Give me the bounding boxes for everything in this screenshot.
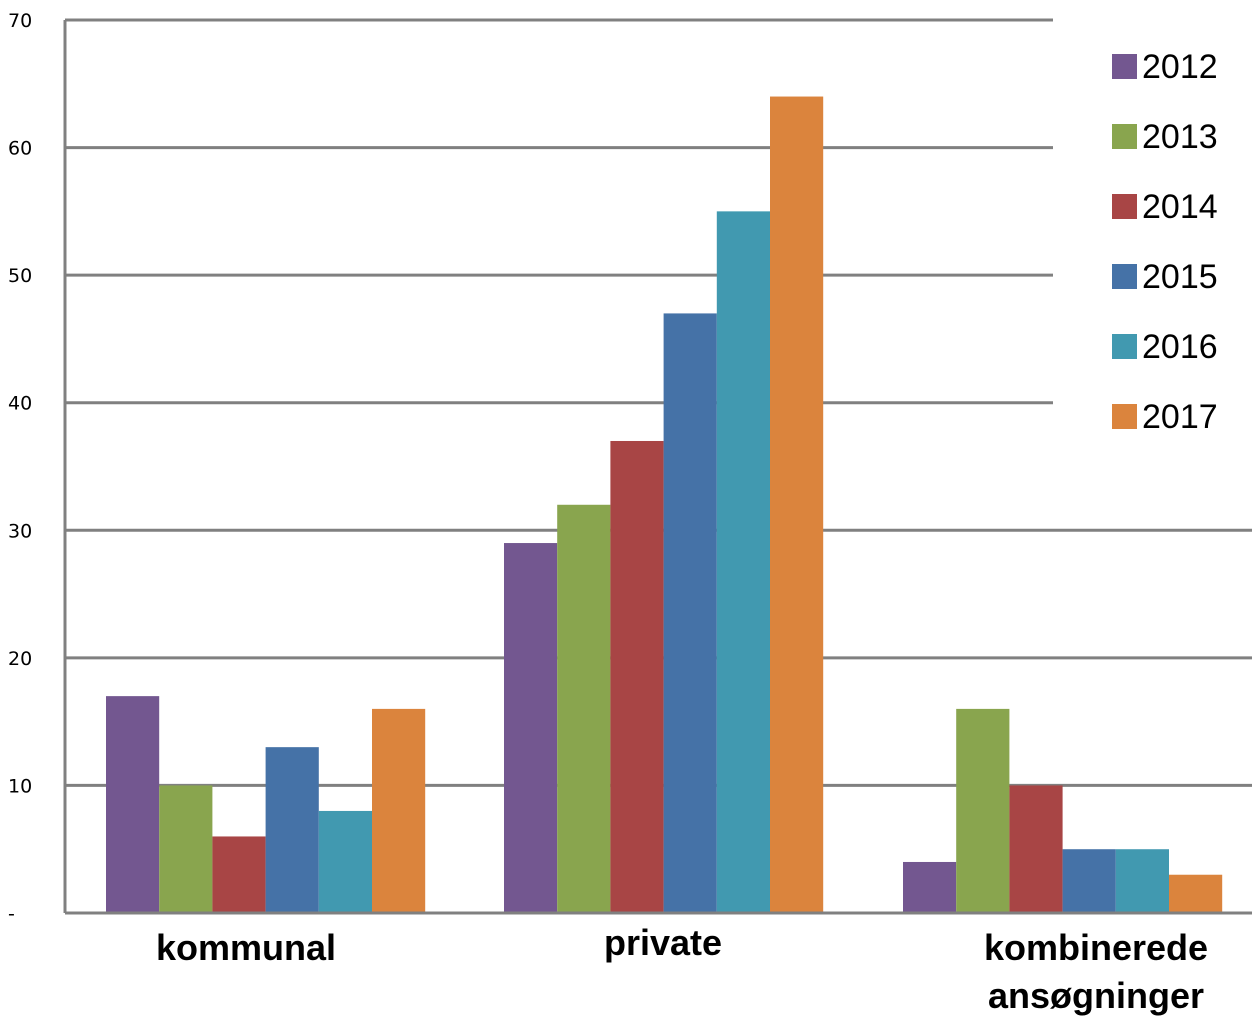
y-tick-label: 50	[8, 265, 32, 287]
legend-swatch	[1112, 334, 1137, 359]
bar-2014-1	[610, 440, 664, 913]
bar-2014-0	[212, 836, 266, 913]
y-axis-ticks: - 10 20 30 40 50 60 70	[8, 10, 32, 925]
y-tick-label: 40	[8, 393, 32, 415]
y-tick-label: 30	[8, 520, 32, 542]
legend-swatch	[1112, 194, 1137, 219]
bar-2017-0	[372, 708, 426, 913]
bars	[106, 96, 1223, 914]
x-axis-category-labels: kommunal private kombinerede ansøgninger	[156, 922, 1208, 1016]
bar-2015-0	[265, 747, 319, 913]
legend: 2012 2013 2014 2015 2016 2017	[1112, 48, 1218, 436]
bar-2017-1	[770, 96, 824, 914]
bar-2012-2	[903, 861, 957, 913]
legend-swatch	[1112, 404, 1137, 429]
bar-2015-1	[663, 313, 717, 913]
y-tick-label: 20	[8, 648, 32, 670]
category-label: kommunal	[156, 927, 336, 968]
bar-2012-0	[106, 696, 160, 913]
legend-swatch	[1112, 124, 1137, 149]
bar-2017-2	[1169, 874, 1223, 913]
y-tick-label: 10	[8, 775, 32, 797]
legend-label: 2012	[1142, 48, 1218, 86]
bar-2013-2	[956, 708, 1010, 913]
category-label: kombinerede	[984, 927, 1208, 968]
category-label: private	[604, 922, 722, 963]
bar-2015-2	[1062, 849, 1116, 913]
legend-label: 2013	[1142, 118, 1218, 156]
y-tick-label: 60	[8, 138, 32, 160]
legend-label: 2017	[1142, 398, 1218, 436]
category-label: ansøgninger	[988, 975, 1204, 1016]
bar-2016-1	[716, 211, 770, 913]
y-tick-label: -	[8, 903, 15, 925]
bar-2014-2	[1009, 785, 1063, 913]
legend-swatch	[1112, 54, 1137, 79]
legend-label: 2015	[1142, 258, 1218, 296]
legend-label: 2014	[1142, 188, 1218, 226]
bar-2016-0	[318, 810, 372, 913]
legend-label: 2016	[1142, 328, 1218, 366]
legend-swatch	[1112, 264, 1137, 289]
bar-2013-1	[557, 504, 611, 913]
bar-2013-0	[159, 785, 213, 913]
bar-2012-1	[504, 543, 558, 913]
bar-2016-2	[1115, 849, 1169, 913]
y-tick-label: 70	[8, 10, 32, 32]
